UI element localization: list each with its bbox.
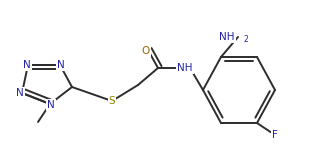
Text: 2: 2: [243, 35, 248, 43]
Text: NH: NH: [177, 63, 193, 73]
Text: F: F: [272, 130, 278, 140]
Text: N: N: [57, 60, 65, 70]
Text: O: O: [142, 46, 150, 56]
Text: N: N: [23, 60, 31, 70]
Text: N: N: [16, 88, 24, 98]
Text: S: S: [109, 96, 115, 106]
Text: NH: NH: [220, 32, 235, 42]
Text: N: N: [47, 100, 55, 110]
